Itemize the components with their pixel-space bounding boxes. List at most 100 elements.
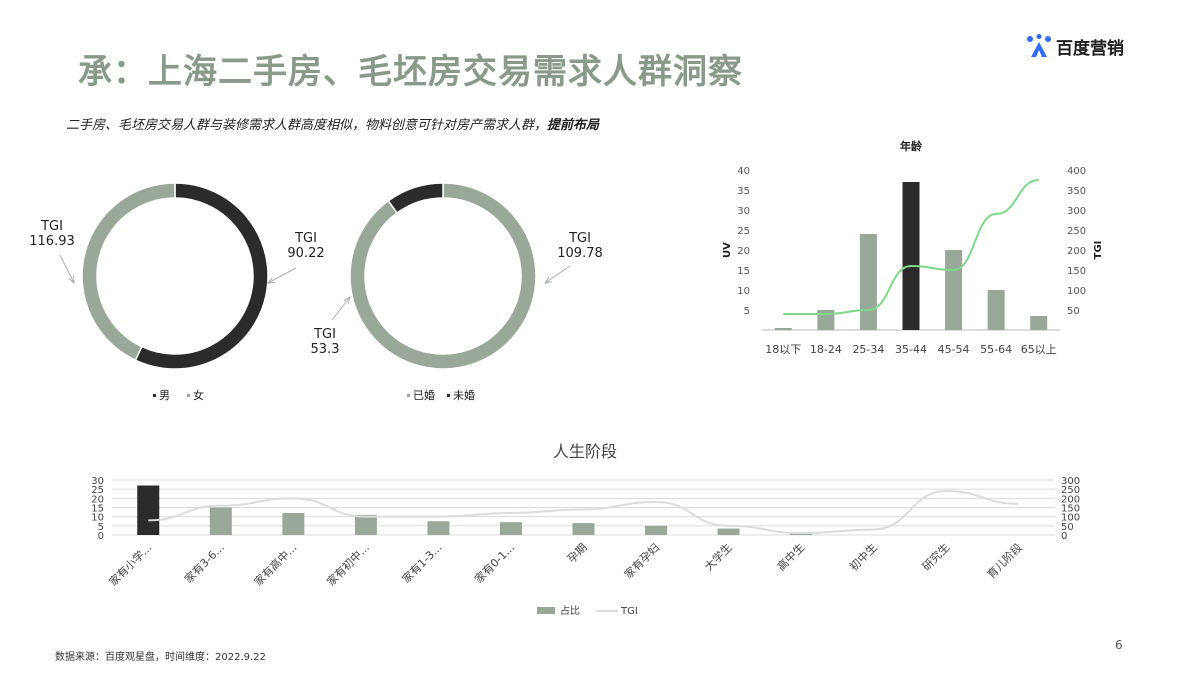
subtitle-text: 二手房、毛坯房交易人群与装修需求人群高度相似，物料创意可针对房产需求人群， — [66, 118, 548, 133]
data-source-note: 数据来源：百度观星盘，时间维度：2022.9.22 — [55, 652, 266, 663]
age-ylabel: UV — [722, 242, 733, 258]
gender-donut-chart: 男女 — [81, 182, 269, 402]
life-xtick: 家有高中... — [251, 540, 299, 588]
marital-donut-chart: 已婚 未婚 — [349, 182, 537, 402]
legend-marker-gender-0 — [153, 394, 156, 397]
page-title: 承：上海二手房、毛坯房交易需求人群洞察 — [78, 52, 743, 92]
tgi-female-value: 116.93 — [29, 234, 75, 249]
age-ytick: 15 — [737, 266, 750, 277]
life-tgi-line — [148, 489, 1019, 535]
legend-label-gender-1: 女 — [193, 388, 204, 402]
age-xtick: 35-44 — [895, 343, 927, 356]
brand-logo: 百度营销 — [1026, 32, 1124, 60]
life-y2tick: 0 — [1061, 531, 1067, 542]
life-xtick: 孕期 — [565, 541, 590, 566]
age-ytick: 5 — [744, 306, 750, 317]
life-y2tick: 250 — [1061, 485, 1080, 496]
life-xtick: 家有初中... — [324, 540, 372, 588]
age-y2tick: 400 — [1067, 166, 1086, 177]
age-bar — [987, 290, 1005, 330]
legend-label-marital-0: 已婚 — [413, 388, 435, 402]
tgi-female-arrowhead — [68, 275, 75, 285]
life-bar — [209, 507, 232, 535]
page-number: 6 — [1115, 638, 1123, 652]
life-legend-bar-marker — [537, 607, 555, 614]
life-ytick: 30 — [91, 476, 104, 487]
logo-text: 百度营销 — [1056, 38, 1124, 59]
tgi-married-arrowhead — [543, 276, 552, 284]
tgi-unmarried-arrowhead — [343, 295, 351, 304]
life-ytick: 5 — [98, 522, 104, 533]
age-ytick: 40 — [737, 166, 750, 177]
life-ytick: 10 — [91, 513, 104, 524]
tgi-male-arrow — [267, 267, 297, 284]
life-xtick: 家有1-3... — [399, 540, 445, 586]
legend-label-marital-1: 未婚 — [453, 388, 475, 402]
age-xtick: 65以上 — [1021, 343, 1057, 356]
age-xtick: 18以下 — [765, 343, 801, 356]
life-bar — [572, 523, 595, 535]
tgi-unmarried-arrow — [331, 296, 351, 321]
tgi-male-value: 90.22 — [287, 246, 324, 261]
age-y2tick: 300 — [1067, 206, 1086, 217]
age-bar — [859, 234, 877, 330]
life-bar — [717, 528, 740, 535]
donut-slice-gender-1 — [81, 182, 176, 362]
age-y2tick: 200 — [1067, 246, 1086, 257]
tgi-married-label: TGI — [568, 231, 591, 246]
life-xtick: 育儿阶段 — [984, 540, 1025, 581]
age-xtick: 45-54 — [938, 343, 970, 356]
donut-slice-marital-0 — [349, 182, 537, 370]
age-chart: 年龄 5 10 15 20 25 30 35 40 50 100 150 200 250 300 350 400… — [722, 139, 1104, 356]
life-bar — [499, 522, 522, 535]
legend-marker-gender-1 — [187, 394, 190, 397]
age-ytick: 30 — [737, 206, 750, 217]
life-y2tick: 200 — [1061, 494, 1080, 505]
age-xtick: 55-64 — [980, 343, 1012, 356]
age-ytick: 20 — [737, 246, 750, 257]
life-xtick: 大学生 — [701, 540, 734, 573]
tgi-unmarried-value: 53.3 — [311, 342, 340, 357]
legend-label-gender-0: 男 — [159, 389, 170, 402]
tgi-married-value: 109.78 — [557, 246, 603, 261]
legend-marker-marital-0 — [407, 394, 410, 397]
life-xtick: 高中生 — [774, 540, 807, 573]
life-bar — [282, 513, 305, 535]
life-xtick: 研究生 — [919, 540, 952, 573]
age-y2label: TGI — [1093, 241, 1104, 260]
baidu-marketing-icon — [1027, 34, 1051, 57]
life-stage-chart: 人生阶段051015202530050100150200250300家有小学..… — [91, 442, 1080, 617]
life-ytick: 15 — [91, 504, 104, 515]
age-tgi-line — [783, 179, 1039, 315]
age-chart-title: 年龄 — [900, 139, 923, 153]
donut-slice-gender-0 — [134, 182, 269, 370]
age-ytick: 25 — [737, 226, 750, 237]
life-ytick: 20 — [91, 494, 104, 505]
life-y2tick: 100 — [1061, 513, 1080, 524]
life-ytick: 25 — [91, 485, 104, 496]
life-xtick: 家有小学... — [106, 540, 154, 588]
donut-slice-marital-1 — [387, 182, 444, 214]
life-bar — [645, 525, 668, 535]
life-legend-bar-label: 占比 — [560, 604, 580, 617]
life-ytick: 0 — [98, 531, 104, 542]
tgi-female-label: TGI — [40, 219, 63, 234]
life-xtick: 初中生 — [847, 540, 880, 573]
age-y2tick: 150 — [1067, 266, 1086, 277]
subtitle-emphasis: 提前布局 — [547, 118, 600, 133]
page-subtitle: 二手房、毛坯房交易人群与装修需求人群高度相似，物料创意可针对房产需求人群，提前布… — [66, 114, 599, 133]
life-bar — [137, 485, 160, 535]
life-chart-title: 人生阶段 — [553, 442, 617, 461]
tgi-female-arrow — [59, 254, 75, 284]
age-y2tick: 250 — [1067, 226, 1086, 237]
tgi-male-arrowhead — [266, 277, 276, 284]
life-legend-line-label: TGI — [620, 606, 638, 617]
age-y2tick: 100 — [1067, 286, 1086, 297]
age-bar — [945, 250, 963, 330]
life-y2tick: 300 — [1061, 476, 1080, 487]
life-bar — [354, 514, 377, 535]
tgi-unmarried-label: TGI — [313, 327, 336, 342]
age-ytick: 10 — [737, 286, 750, 297]
